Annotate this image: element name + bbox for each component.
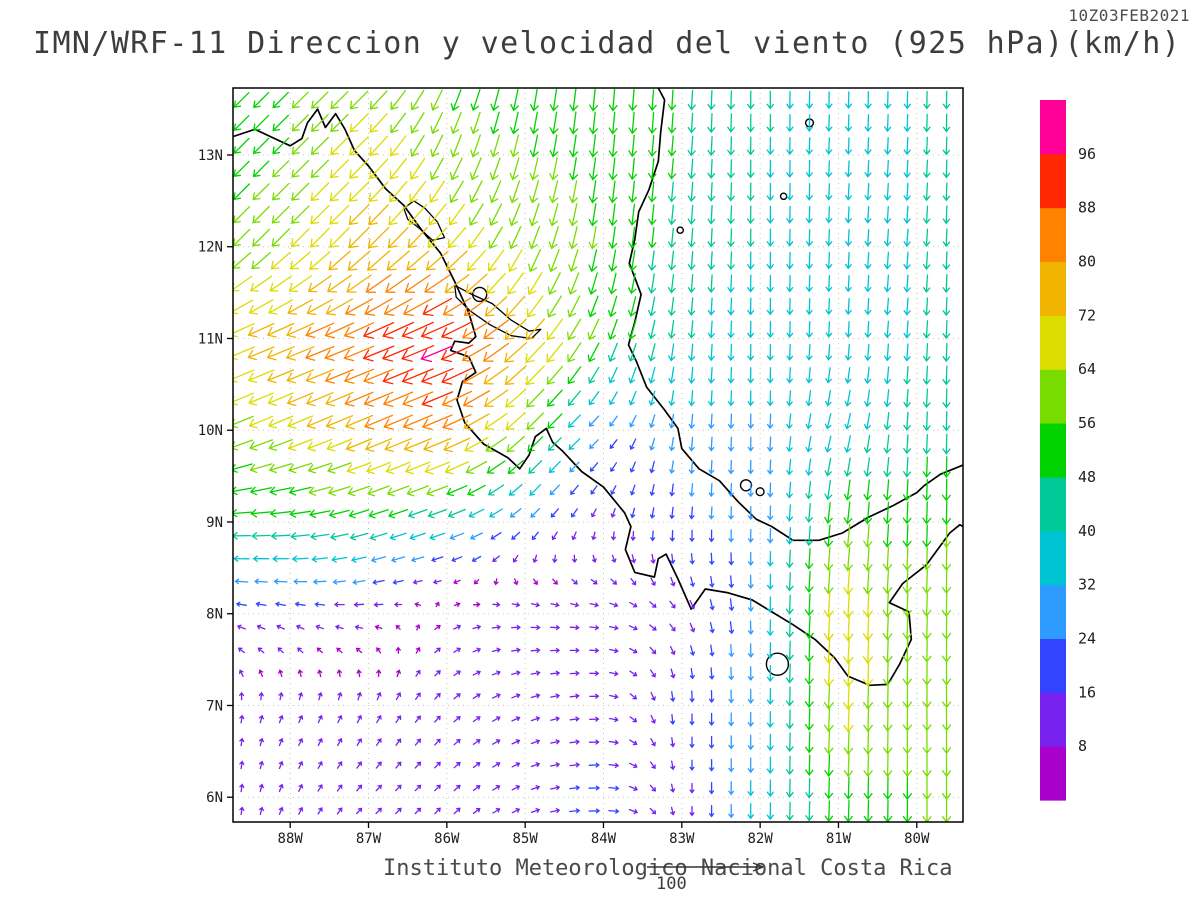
colorbar-label: 88 xyxy=(1078,199,1096,217)
lat-tick-label: 12N xyxy=(198,240,223,256)
lon-tick-label: 84W xyxy=(591,831,617,847)
colorbar-label: 8 xyxy=(1078,737,1087,755)
lat-tick-label: 11N xyxy=(198,331,223,347)
island-san-andres xyxy=(779,192,788,201)
chart-title: IMN/WRF-11 Direccion y velocidad del vie… xyxy=(33,26,1182,61)
lon-tick-label: 80W xyxy=(904,831,930,847)
coastlines xyxy=(233,88,963,687)
island-bocas-1 xyxy=(739,479,753,492)
valid-timestamp: 10Z03FEB2021 xyxy=(1068,6,1190,25)
colorbar-label: 40 xyxy=(1078,522,1096,540)
island-coiba xyxy=(765,652,790,676)
lat-tick-label: 8N xyxy=(206,607,223,623)
reference-vector-label: 100 xyxy=(656,874,687,894)
graticule xyxy=(233,88,963,822)
colorbar-label: 72 xyxy=(1078,306,1096,324)
colorbar-label: 80 xyxy=(1078,253,1096,271)
island-bocas-2 xyxy=(755,487,765,497)
colorbar-label: 16 xyxy=(1078,683,1096,701)
lat-tick-label: 9N xyxy=(206,515,223,531)
lon-tick-label: 83W xyxy=(669,831,695,847)
lon-tick-label: 81W xyxy=(826,831,852,847)
lat-tick-label: 6N xyxy=(206,790,223,806)
axes: 88W 87W 86W 85W 84W 83W 82W 81W 80W 6N 7N 8N 9N 10N 11… xyxy=(198,87,964,847)
lon-tick-label: 86W xyxy=(434,831,460,847)
island-ometepe xyxy=(472,286,488,303)
reference-vector-arrow xyxy=(647,862,764,872)
wind-arrows xyxy=(233,88,952,822)
lat-tick-label: 10N xyxy=(198,423,223,439)
footer-credit: Instituto Meteorologico Nacional Costa R… xyxy=(383,856,953,881)
lat-tick-label: 13N xyxy=(198,148,223,164)
colorbar-label: 56 xyxy=(1078,414,1096,432)
colorbar: 8 16 24 32 40 48 56 64 72 80 88 96 xyxy=(1040,100,1096,801)
island-corn-islands xyxy=(676,226,685,234)
colorbar-label: 32 xyxy=(1078,576,1096,594)
lon-tick-label: 85W xyxy=(513,831,539,847)
colorbar-label: 96 xyxy=(1078,145,1096,163)
colorbar-label: 64 xyxy=(1078,360,1096,378)
lon-tick-label: 87W xyxy=(356,831,382,847)
lon-tick-label: 88W xyxy=(278,831,304,847)
lat-tick-label: 7N xyxy=(206,698,223,714)
lon-tick-label: 82W xyxy=(747,831,773,847)
colorbar-label: 48 xyxy=(1078,468,1096,486)
colorbar-label: 24 xyxy=(1078,630,1096,648)
